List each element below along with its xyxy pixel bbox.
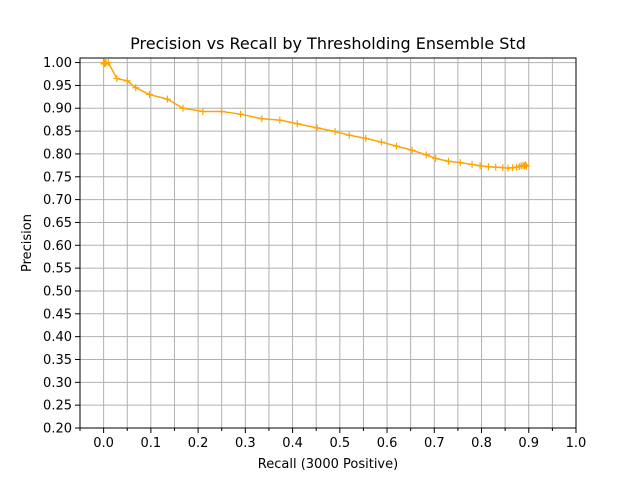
x-tick-label: 0.7 xyxy=(424,436,445,451)
data-point-marker xyxy=(476,162,484,170)
data-point-marker xyxy=(132,84,140,92)
y-tick-label: 0.40 xyxy=(43,330,72,345)
data-point-marker xyxy=(468,160,476,168)
x-tick-label: 1.0 xyxy=(566,436,587,451)
data-point-marker xyxy=(362,134,370,142)
x-tick-label: 0.1 xyxy=(141,436,162,451)
data-point-marker xyxy=(485,163,493,171)
chart-title: Precision vs Recall by Thresholding Ense… xyxy=(130,34,526,53)
data-point-marker xyxy=(432,154,440,162)
x-tick-label: 0.2 xyxy=(188,436,209,451)
y-tick-label: 0.30 xyxy=(43,376,72,391)
x-tick-label: 0.3 xyxy=(235,436,256,451)
data-point-marker xyxy=(422,151,430,159)
data-point-marker xyxy=(377,138,385,146)
data-point-marker xyxy=(345,131,353,139)
y-tick-label: 0.45 xyxy=(43,307,72,322)
data-point-marker xyxy=(218,107,226,115)
data-point-marker xyxy=(444,157,452,165)
x-axis-ticks: 0.0 0.1 0.2 0.3 0.4 0.5 0.6 0.7 0.8 0.9 1.0 xyxy=(79,428,587,451)
x-tick-label: 0.5 xyxy=(329,436,350,451)
x-tick-label: 0.0 xyxy=(93,436,114,451)
y-tick-label: 0.55 xyxy=(43,262,72,277)
data-point-marker xyxy=(408,146,416,154)
data-point-marker xyxy=(104,59,112,67)
data-point-marker xyxy=(456,159,464,167)
y-tick-label: 0.25 xyxy=(43,399,72,414)
y-tick-label: 0.90 xyxy=(43,102,72,117)
y-tick-label: 0.65 xyxy=(43,216,72,231)
data-point-marker xyxy=(313,124,321,132)
data-point-marker xyxy=(492,163,500,171)
data-point-marker xyxy=(179,104,187,112)
data-point-marker xyxy=(123,77,131,85)
y-tick-label: 0.20 xyxy=(43,422,72,437)
data-point-marker xyxy=(163,95,171,103)
plot-frame xyxy=(79,57,577,429)
x-tick-label: 0.4 xyxy=(282,436,303,451)
y-tick-label: 0.35 xyxy=(43,353,72,368)
y-tick-label: 0.95 xyxy=(43,79,72,94)
x-tick-label: 0.9 xyxy=(518,436,539,451)
y-tick-label: 0.80 xyxy=(43,147,72,162)
x-tick-label: 0.8 xyxy=(471,436,492,451)
data-point-marker xyxy=(113,75,121,83)
data-point-marker xyxy=(101,59,109,67)
y-tick-label: 0.60 xyxy=(43,239,72,254)
data-point-marker xyxy=(522,162,530,170)
data-point-marker xyxy=(521,161,529,169)
y-tick-label: 0.70 xyxy=(43,193,72,208)
y-axis-label: Precision xyxy=(20,214,35,272)
data-point-marker xyxy=(331,128,339,136)
x-axis-label: Recall (3000 Positive) xyxy=(258,457,398,472)
data-point-marker xyxy=(276,116,284,124)
y-tick-label: 0.85 xyxy=(43,125,72,140)
y-tick-label: 0.75 xyxy=(43,170,72,185)
series-layer xyxy=(100,59,530,172)
data-point-marker xyxy=(145,91,153,99)
x-tick-label: 0.6 xyxy=(377,436,398,451)
data-point-marker xyxy=(293,120,301,128)
y-tick-label: 1.00 xyxy=(43,56,72,71)
y-axis-ticks: 0.20 0.25 0.30 0.35 0.40 0.45 0.50 0.55 0.60 0.65… xyxy=(43,56,80,437)
data-point-marker xyxy=(392,142,400,150)
data-point-marker xyxy=(258,115,266,123)
data-point-marker xyxy=(237,110,245,118)
data-point-marker xyxy=(199,107,207,115)
y-tick-label: 0.50 xyxy=(43,284,72,299)
